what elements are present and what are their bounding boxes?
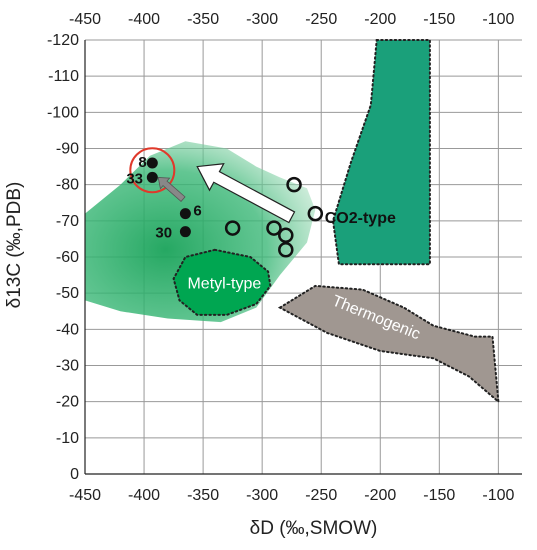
trend-arrow-open — [196, 163, 296, 224]
x-tick-label-top: -200 — [364, 11, 396, 28]
x-tick-label-bottom: -350 — [187, 487, 219, 504]
data-point-open — [278, 227, 294, 244]
x-tick-label-bottom: -400 — [128, 487, 160, 504]
x-tick-label-top: -400 — [128, 11, 160, 28]
x-axis-label: δD (‰,SMOW) — [250, 518, 378, 539]
axes: -450-450-400-400-350-350-300-300-250-250… — [47, 11, 522, 504]
data-point-filled — [146, 157, 158, 169]
data-point-open — [278, 242, 294, 258]
y-tick-label: 0 — [70, 466, 79, 483]
data-point-open — [286, 176, 302, 193]
trend-arrow-shape — [196, 163, 296, 224]
x-tick-label-bottom: -100 — [482, 487, 514, 504]
data-point-label: 30 — [155, 225, 172, 242]
data-point-label: 6 — [193, 203, 201, 220]
y-tick-label: -20 — [56, 394, 79, 411]
data-point-open — [307, 205, 324, 222]
x-tick-label-bottom: -250 — [305, 487, 337, 504]
y-tick-label: -80 — [56, 177, 79, 194]
data-point-open — [266, 220, 282, 236]
shift-arrow-filled — [157, 177, 186, 202]
y-tick-label: -10 — [56, 430, 79, 447]
data-point-label: 8 — [138, 154, 146, 171]
data-points: 833 6 30 — [126, 154, 324, 258]
data-point-label: 33 — [126, 170, 143, 187]
annotations — [129, 147, 296, 224]
region-label-co2-type: CO2-type — [325, 210, 396, 227]
x-tick-label-bottom: -300 — [246, 487, 278, 504]
region-thermogenic — [277, 284, 500, 405]
data-point-filled — [179, 208, 191, 220]
x-tick-label-top: -100 — [482, 11, 514, 28]
x-tick-label-top: -250 — [305, 11, 337, 28]
x-tick-label-bottom: -450 — [69, 487, 101, 504]
x-tick-label-top: -350 — [187, 11, 219, 28]
y-tick-label: -50 — [56, 285, 79, 302]
data-point-filled — [179, 226, 191, 238]
y-tick-label: -70 — [56, 213, 79, 230]
y-axis-label: δ13C (‰,PDB) — [4, 182, 25, 309]
y-tick-label: -60 — [56, 249, 79, 266]
y-tick-label: -30 — [56, 358, 79, 375]
x-tick-label-top: -450 — [69, 11, 101, 28]
axis-labels: δD (‰,SMOW) δ13C (‰,PDB) — [4, 182, 377, 539]
y-tick-label: -120 — [47, 32, 79, 49]
x-tick-label-bottom: -200 — [364, 487, 396, 504]
region-metyl-type — [172, 248, 272, 316]
x-tick-label-top: -300 — [246, 11, 278, 28]
shift-arrow-shape — [157, 177, 186, 202]
y-tick-label: -100 — [47, 104, 79, 121]
data-point-filled — [146, 171, 158, 183]
highlight-circle — [129, 147, 176, 194]
y-tick-label: -110 — [48, 68, 79, 85]
x-tick-label-bottom: -150 — [423, 487, 455, 504]
data-point-open — [224, 220, 241, 236]
y-tick-label: -90 — [56, 141, 79, 158]
region-co2-type — [331, 39, 431, 266]
x-tick-label-top: -150 — [423, 11, 455, 28]
y-tick-label: -40 — [56, 321, 79, 338]
region-label-metyl-type: Metyl-type — [187, 275, 261, 292]
